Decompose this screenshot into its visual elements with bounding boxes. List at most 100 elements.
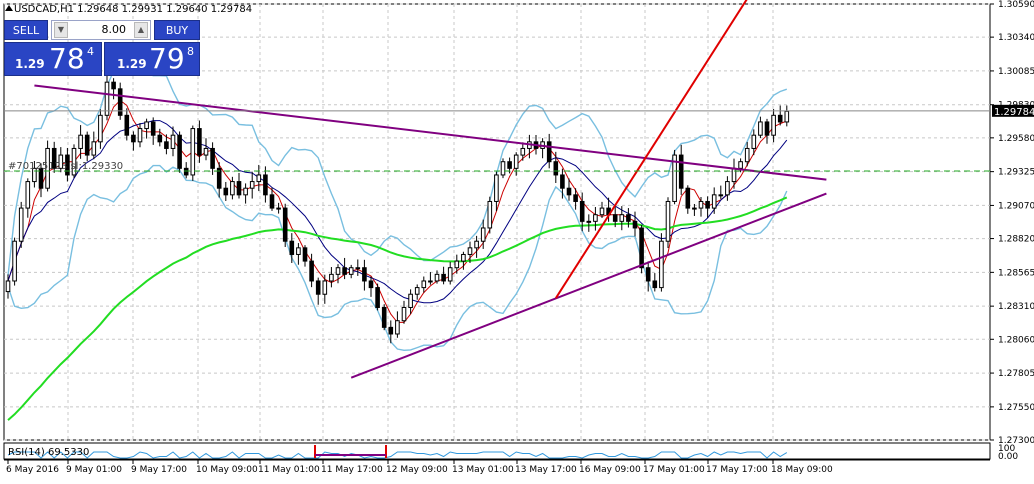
candle-body xyxy=(705,200,710,209)
candle-body xyxy=(494,174,499,202)
candle-body xyxy=(507,161,512,169)
trendlines[interactable] xyxy=(34,0,827,379)
candle-body xyxy=(137,128,143,143)
sell-price-big: 78 xyxy=(49,42,85,75)
x-tick-label: 11 May 17:00 xyxy=(321,465,383,475)
current-price-tag xyxy=(992,104,1034,117)
collapse-triangle-icon[interactable] xyxy=(5,5,13,11)
candle-body xyxy=(665,200,671,242)
y-tick-label: 1.30085 xyxy=(998,67,1034,77)
price-axis: 1.30590 1.30340 1.30085 1.29830 1.29580 1.293… xyxy=(990,0,1034,446)
candle-body xyxy=(203,147,209,156)
ma-slow-green xyxy=(7,196,788,421)
candle-body xyxy=(236,181,242,196)
candle-body xyxy=(434,273,440,282)
candle-body xyxy=(104,81,110,116)
volume-decrease-icon[interactable]: ▼ xyxy=(54,22,68,38)
y-tick-label: 1.27300 xyxy=(998,436,1034,446)
candle-body xyxy=(414,287,420,295)
candle-body xyxy=(586,220,592,223)
candle-body xyxy=(362,267,367,282)
candle-body xyxy=(784,110,790,123)
candle-body xyxy=(685,187,691,209)
trendline[interactable] xyxy=(350,192,827,379)
candle-body xyxy=(190,128,196,176)
sell-quote[interactable]: 1.29 78 4 xyxy=(4,42,102,76)
candle-body xyxy=(467,247,473,255)
bollinger-lower xyxy=(7,164,788,352)
candle-body xyxy=(474,240,479,249)
candle-body xyxy=(375,287,380,308)
y-tick-label: 1.29830 xyxy=(998,101,1034,111)
candle-body xyxy=(32,167,37,183)
candle-body xyxy=(78,134,83,149)
candle-body xyxy=(395,320,400,335)
candle-body xyxy=(45,147,50,189)
candle-body xyxy=(98,114,103,143)
candle-body xyxy=(566,187,572,196)
candle-body xyxy=(282,207,288,242)
candle-body xyxy=(58,154,64,169)
candle-body xyxy=(289,240,295,255)
y-tick-label: 1.29580 xyxy=(998,134,1034,144)
candle-body xyxy=(84,134,90,156)
candle-body xyxy=(553,161,559,176)
candle-body xyxy=(738,161,743,169)
candle-body xyxy=(573,194,578,202)
trendline[interactable] xyxy=(554,0,748,299)
x-tick-label: 11 May 01:00 xyxy=(258,465,320,475)
candle-body xyxy=(725,181,730,196)
x-tick-label: 10 May 09:00 xyxy=(196,465,258,475)
current-price-label: 1.29784 xyxy=(994,107,1034,118)
candle-body xyxy=(263,174,268,196)
volume-value: 8.00 xyxy=(101,23,127,36)
candle-body xyxy=(593,214,598,222)
buy-price-prefix: 1.29 xyxy=(117,57,147,71)
candle-body xyxy=(579,200,585,222)
candle-body xyxy=(256,174,262,183)
candle-body xyxy=(546,141,552,163)
volume-increase-icon[interactable]: ▲ xyxy=(134,22,148,38)
volume-field[interactable]: ▼ 8.00 ▲ xyxy=(51,20,151,40)
buy-button[interactable]: BUY xyxy=(154,20,200,40)
y-tick-label: 1.27805 xyxy=(998,369,1034,379)
rsi-scale-0: 0.00 xyxy=(998,452,1018,462)
candle-body xyxy=(131,134,136,143)
candle-body xyxy=(718,194,724,197)
ma-medium xyxy=(7,120,788,304)
candle-body xyxy=(230,181,235,196)
candle-body xyxy=(599,207,605,216)
candle-body xyxy=(777,114,783,123)
candle-body xyxy=(711,194,717,209)
candle-body xyxy=(117,88,123,116)
sell-button[interactable]: SELL xyxy=(4,20,48,40)
candle-body xyxy=(144,121,149,130)
candle-body xyxy=(216,167,222,189)
buy-quote[interactable]: 1.29 79 8 xyxy=(104,42,200,76)
candle-body xyxy=(678,154,684,189)
symbol-header: USDCAD,H1 1.29648 1.29931 1.29640 1.2978… xyxy=(14,4,252,15)
candle-body xyxy=(309,260,314,282)
x-tick-label: 9 May 01:00 xyxy=(66,465,122,475)
candle-body xyxy=(249,181,255,189)
candle-body xyxy=(170,134,176,149)
candle-body xyxy=(355,267,361,270)
candle-body xyxy=(744,147,750,163)
candlesticks xyxy=(5,74,790,344)
y-tick-label: 1.28310 xyxy=(998,302,1034,312)
candle-body xyxy=(91,141,97,156)
y-tick-label: 1.30590 xyxy=(998,0,1034,10)
candle-body xyxy=(441,273,446,282)
candle-body xyxy=(764,121,770,136)
candle-body xyxy=(480,227,486,242)
candle-body xyxy=(639,227,644,269)
candle-body xyxy=(12,240,17,282)
trendline[interactable] xyxy=(34,84,827,181)
candle-body xyxy=(269,194,275,209)
x-tick-label: 17 May 17:00 xyxy=(706,465,768,475)
candle-body xyxy=(296,247,301,255)
y-tick-label: 1.27550 xyxy=(998,403,1034,413)
